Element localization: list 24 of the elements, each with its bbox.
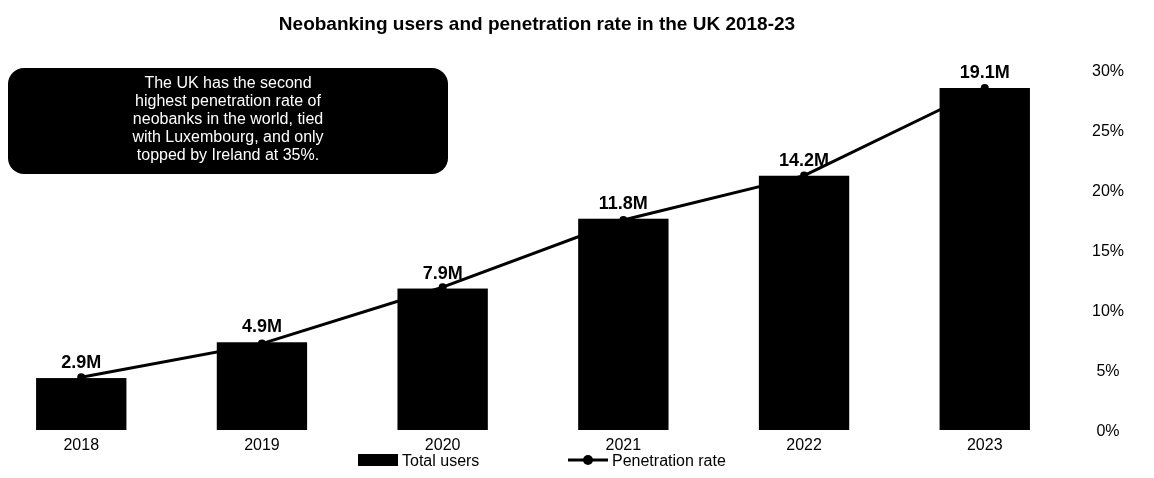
y2-tick-label: 30% [1091,61,1125,79]
x-tick-label: 2020 [424,436,461,453]
y2-tick-label: 10% [1091,301,1125,319]
data-label: 14.2M [779,149,830,170]
x-tick-label: 2022 [786,436,822,453]
x-tick-label: 2019 [244,436,280,453]
data-label: 4.9M [241,316,282,337]
x-tick-label: 2023 [966,436,1003,453]
x-tick-label: 2021 [605,436,642,453]
legend-label: Penetration rate [612,452,726,469]
annotation: The UK has the second highest penetration rate of neobanks in the world, tied with Luxembourg, and only topped by Ireland at 35%. [131,74,324,163]
y2-tick-label: 20% [1091,181,1125,199]
y2-tick-label: 25% [1091,121,1125,139]
data-label: 11.8M [598,192,648,213]
y2-tick-label: 0% [1096,421,1120,439]
legend-label: Total users [402,452,480,469]
data-label: 7.9M [422,262,463,283]
callout-box: The UK has the second highest penetration rate of neobanks in the world, tied with Luxembourg, and only topped by Ireland at 35%. [8,68,448,174]
data-label: 19.1M [959,62,1010,82]
data-label: 2.9M [61,352,102,373]
x-tick-label: 2018 [63,436,100,453]
chart-title: Neobanking users and penetration rate in the UK 2018-23 [278,13,796,34]
y2-tick-label: 5% [1096,361,1120,379]
y2-tick-label: 15% [1091,241,1125,259]
